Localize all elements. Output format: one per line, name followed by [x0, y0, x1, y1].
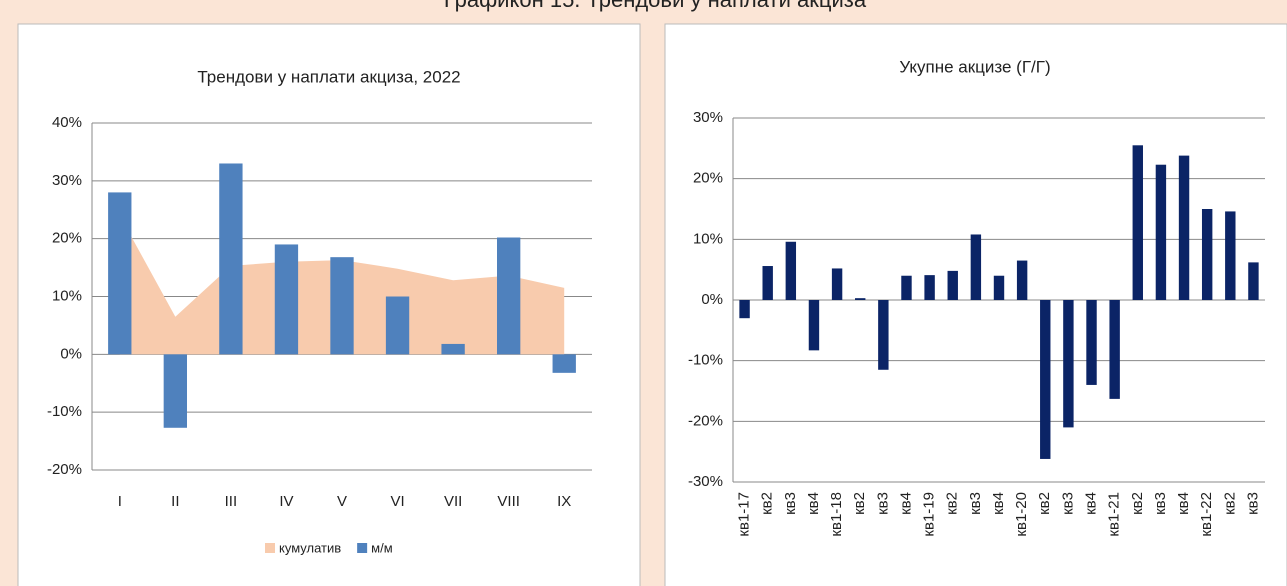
- x-tick-label: кв1-20: [1013, 492, 1030, 537]
- bar: [1040, 300, 1051, 459]
- bar: [993, 275, 1005, 300]
- x-tick-label: кв4: [897, 492, 914, 515]
- bar: [1086, 300, 1097, 385]
- bar: [831, 268, 843, 300]
- bar: [1132, 145, 1143, 300]
- y-tick-label: 30%: [693, 109, 723, 126]
- x-tick-label: кв4: [1175, 492, 1192, 515]
- x-tick-label: IX: [557, 493, 571, 510]
- y-tick-label: -10%: [47, 403, 82, 420]
- x-tick-label: I: [118, 493, 122, 510]
- chart-title: Укупне акцизе (Г/Г): [899, 57, 1050, 76]
- bar: [108, 192, 132, 355]
- x-tick-label: IV: [279, 493, 293, 510]
- x-tick-label: VII: [444, 493, 462, 510]
- bar: [785, 241, 797, 300]
- x-tick-label: кв3: [1059, 492, 1076, 515]
- x-tick-label: кв1-17: [736, 492, 753, 537]
- bar: [762, 266, 773, 300]
- x-tick-label: кв4: [1082, 492, 1099, 515]
- y-tick-label: -10%: [688, 352, 723, 369]
- x-tick-label: VIII: [497, 493, 520, 510]
- bar: [1225, 211, 1236, 300]
- bar: [947, 270, 958, 300]
- legend-label: кумулатив: [279, 540, 341, 555]
- x-tick-label: кв4: [990, 492, 1007, 515]
- y-tick-label: 40%: [52, 114, 82, 131]
- x-tick-label: II: [171, 493, 179, 510]
- y-tick-label: -20%: [688, 412, 723, 429]
- bar: [739, 300, 750, 319]
- x-tick-label: кв2: [759, 492, 776, 515]
- x-tick-label: кв3: [874, 492, 891, 515]
- bar: [1063, 300, 1074, 428]
- x-tick-label: кв3: [967, 492, 984, 515]
- x-tick-label: кв2: [1129, 492, 1146, 515]
- x-tick-label: кв1-22: [1198, 492, 1215, 537]
- bar: [497, 237, 521, 355]
- y-tick-label: -20%: [47, 461, 82, 478]
- x-tick-label: V: [337, 493, 347, 510]
- bar: [901, 275, 912, 300]
- x-tick-label: кв2: [851, 492, 868, 515]
- bar: [441, 343, 465, 355]
- bar: [855, 298, 866, 300]
- bar: [808, 300, 820, 351]
- x-tick-label: кв3: [1244, 492, 1261, 515]
- bar: [1248, 262, 1259, 300]
- bar: [1201, 209, 1213, 300]
- bar: [1016, 260, 1028, 300]
- bar: [552, 354, 576, 373]
- x-tick-label: кв2: [1036, 492, 1053, 515]
- legend-swatch: [357, 543, 368, 553]
- x-tick-label: кв4: [805, 492, 822, 515]
- bar: [1155, 164, 1167, 300]
- y-tick-label: 30%: [52, 172, 82, 189]
- bar: [163, 354, 187, 428]
- chart-title: Трендови у наплати акциза, 2022: [197, 67, 460, 86]
- y-tick-label: 0%: [60, 345, 82, 362]
- bar: [1109, 300, 1120, 399]
- x-tick-label: кв3: [1152, 492, 1169, 515]
- x-tick-label: кв2: [944, 492, 961, 515]
- x-tick-label: III: [225, 493, 238, 510]
- bar: [878, 300, 889, 370]
- y-tick-label: 10%: [52, 287, 82, 304]
- caption: Графикон 15. Трендови у наплати акциза: [444, 0, 867, 12]
- x-tick-label: кв3: [782, 492, 799, 515]
- y-tick-label: -30%: [688, 473, 723, 490]
- bar: [330, 257, 354, 355]
- bar: [274, 244, 299, 355]
- legend-label: м/м: [371, 540, 393, 555]
- x-tick-label: кв2: [1221, 492, 1238, 515]
- x-tick-label: кв1-21: [1106, 492, 1123, 537]
- y-tick-label: 0%: [701, 291, 723, 308]
- x-tick-label: VI: [390, 493, 404, 510]
- x-tick-label: кв1-18: [828, 492, 845, 537]
- legend-swatch: [265, 543, 275, 553]
- bar: [1178, 155, 1190, 300]
- y-tick-label: 10%: [693, 230, 723, 247]
- x-tick-label: кв1-19: [921, 492, 938, 537]
- bar: [924, 275, 935, 300]
- bar: [219, 163, 243, 355]
- bar: [385, 296, 410, 355]
- y-tick-label: 20%: [693, 170, 723, 187]
- y-tick-label: 20%: [52, 230, 82, 247]
- bar: [970, 234, 982, 300]
